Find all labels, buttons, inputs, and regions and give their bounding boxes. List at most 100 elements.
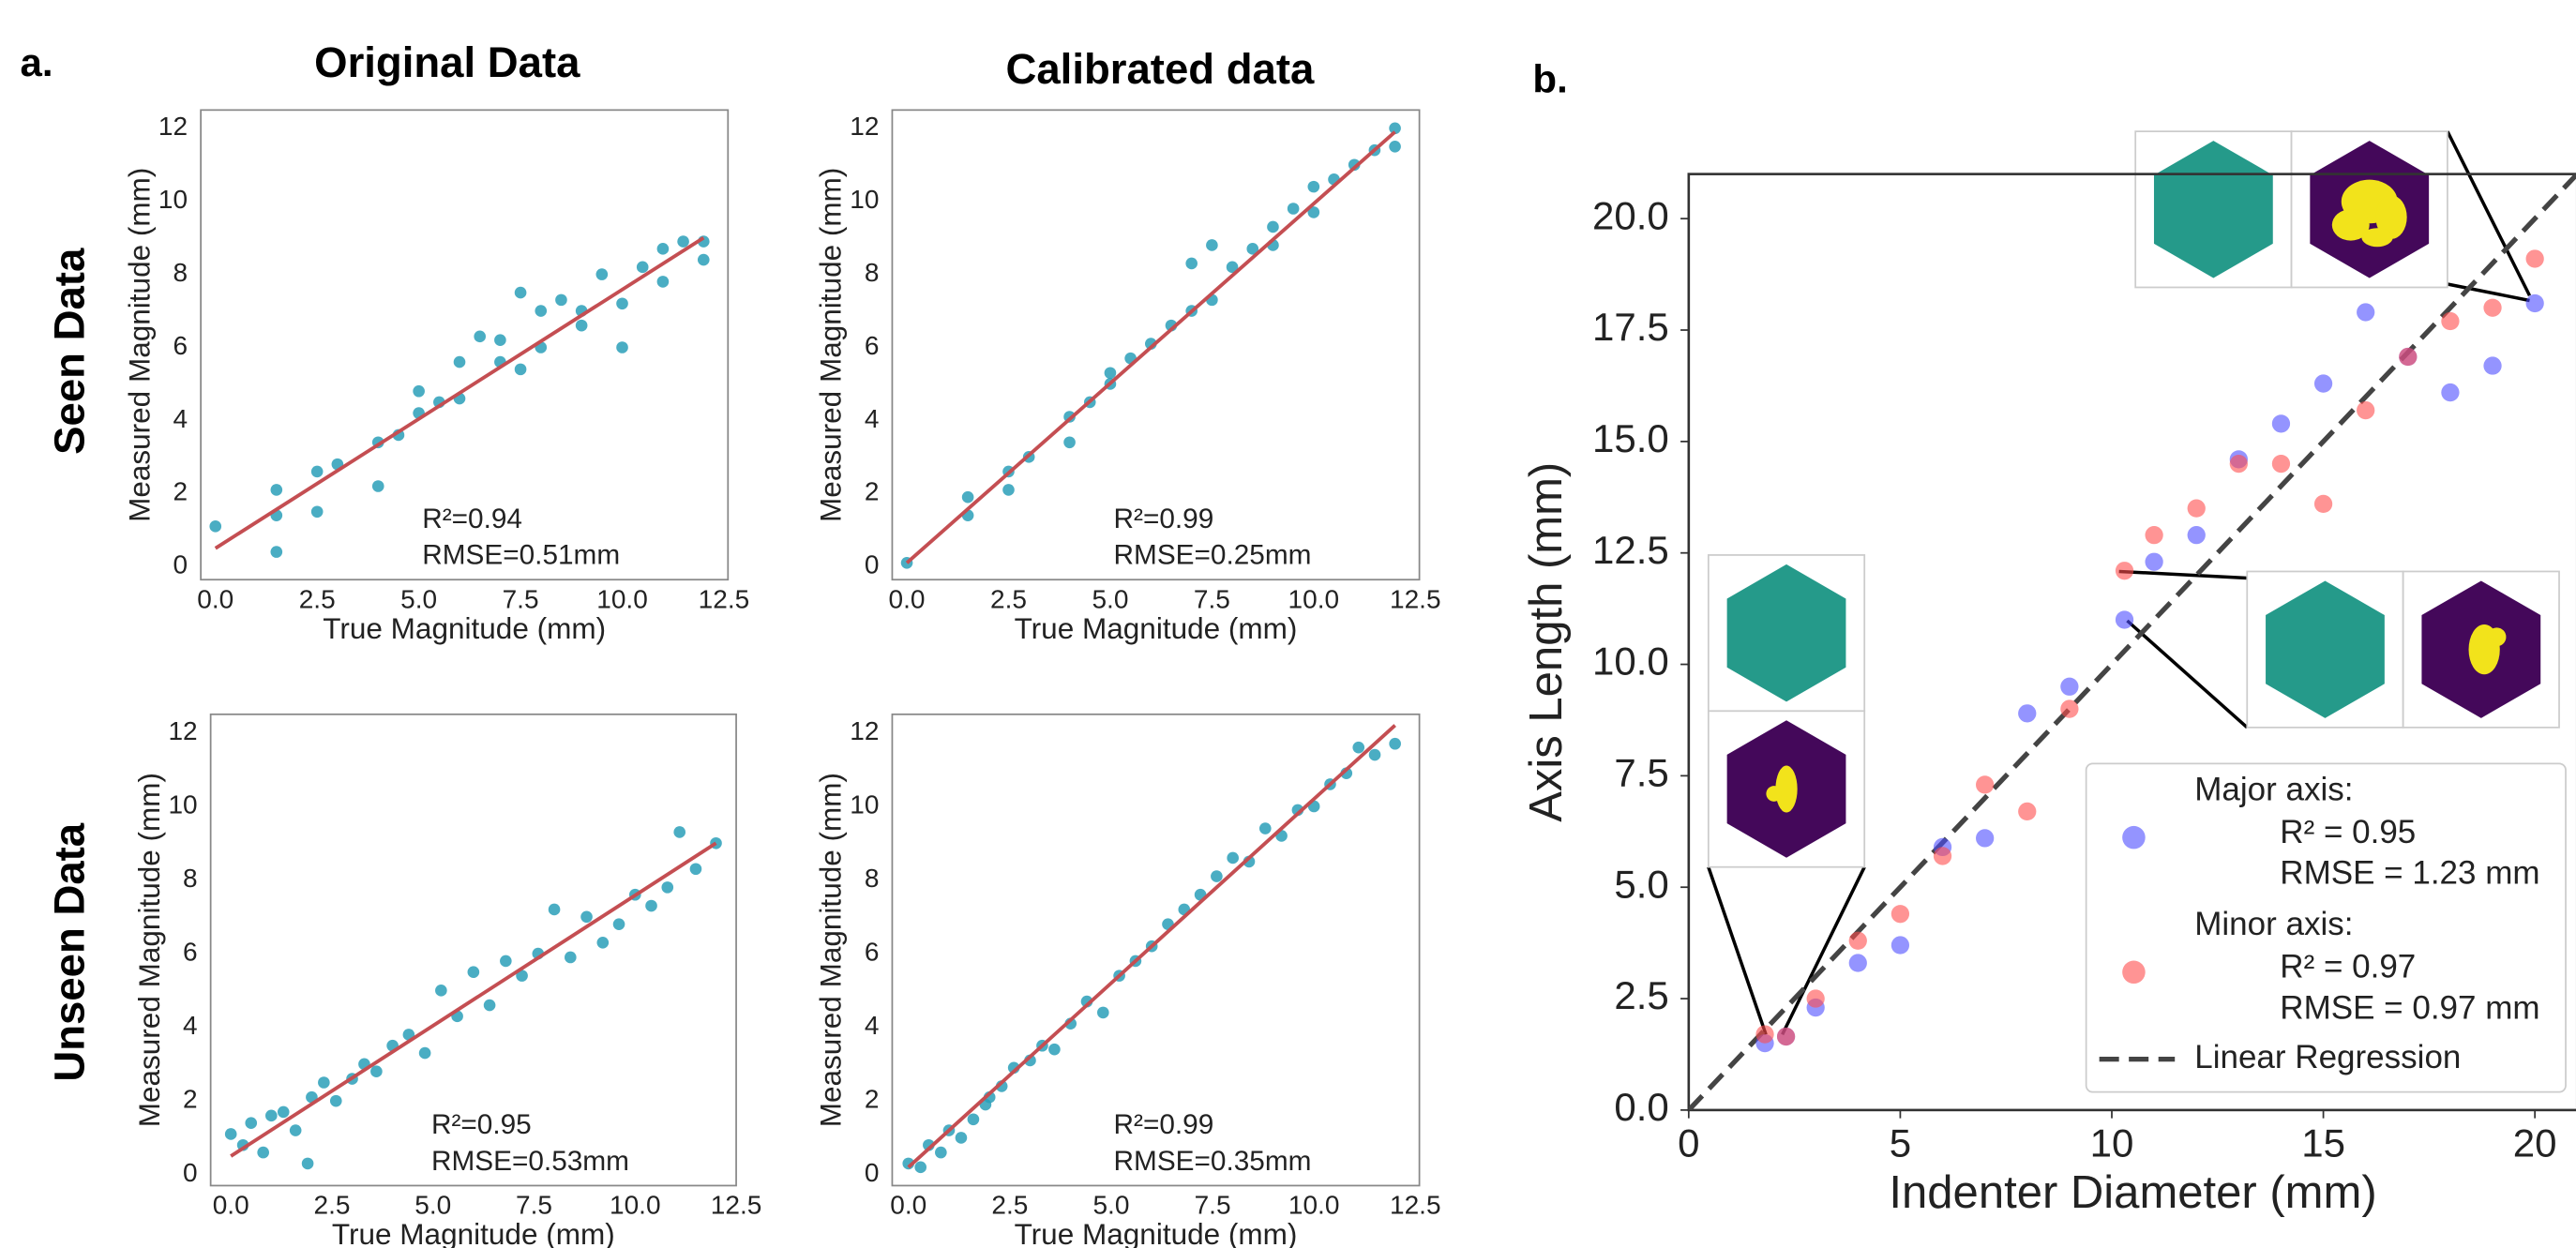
x-tick-label: 0.0: [889, 584, 926, 613]
data-point: [500, 955, 512, 968]
annotation: R²=0.99: [1114, 1109, 1214, 1140]
legend-stat: RMSE = 0.97 mm: [2280, 989, 2539, 1026]
y-axis-label: Measured Magnitude (mm): [814, 168, 848, 522]
data-point: [690, 863, 702, 875]
data-point: [278, 1106, 290, 1119]
data-point: [370, 1065, 383, 1077]
inset-blob: [2361, 228, 2392, 247]
data-point: [596, 268, 609, 280]
data-point: [2314, 495, 2332, 513]
y-tick-label: 12: [850, 716, 879, 745]
data-point: [484, 1000, 496, 1012]
x-tick-label: 15: [2301, 1121, 2345, 1165]
y-tick-label: 8: [865, 258, 880, 287]
data-point: [311, 466, 324, 478]
x-tick-label: 0.0: [890, 1191, 926, 1220]
data-point: [1206, 239, 1218, 251]
data-point: [935, 1147, 947, 1159]
data-point: [1934, 847, 1951, 865]
data-point: [1777, 1028, 1795, 1045]
inset-connector: [2127, 621, 2247, 728]
x-tick-label: 0.0: [213, 1191, 249, 1220]
y-tick-label: 6: [173, 331, 188, 360]
y-tick-label: 0: [173, 550, 188, 579]
data-point: [2526, 249, 2544, 267]
panel-label: a.: [20, 40, 53, 84]
x-tick-label: 5: [1890, 1121, 1911, 1165]
data-point: [1976, 775, 1994, 793]
x-tick-label: 7.5: [1195, 1191, 1231, 1220]
data-point: [1308, 181, 1320, 193]
x-tick-label: 10.0: [596, 584, 648, 613]
data-point: [2357, 401, 2374, 419]
data-point: [1891, 905, 1909, 923]
y-tick-label: 2: [183, 1085, 198, 1114]
data-point: [565, 952, 577, 964]
data-point: [330, 1095, 342, 1107]
data-point: [956, 1132, 968, 1144]
data-point: [2441, 383, 2459, 401]
data-point: [1267, 221, 1279, 233]
x-tick-label: 20: [2513, 1121, 2557, 1165]
x-tick-label: 10: [2090, 1121, 2134, 1165]
row-title: Unseen Data: [46, 822, 94, 1081]
data-point: [1976, 829, 1994, 847]
x-tick-label: 10.0: [610, 1191, 661, 1220]
data-point: [2483, 299, 2501, 317]
y-tick-label: 20.0: [1592, 193, 1669, 237]
data-point: [209, 520, 221, 533]
inset-blob: [1766, 786, 1782, 802]
y-tick-label: 0: [865, 550, 880, 579]
data-point: [914, 1162, 926, 1174]
x-tick-label: 12.5: [699, 584, 750, 613]
data-point: [698, 254, 710, 266]
x-axis-label: True Magnitude (mm): [1015, 1217, 1298, 1248]
data-point: [1849, 932, 1867, 950]
data-point: [435, 985, 447, 997]
plot-area: [902, 726, 1401, 1174]
data-point: [2060, 678, 2078, 696]
y-axis-label: Measured Magnitude (mm): [132, 773, 166, 1127]
data-point: [2116, 610, 2133, 628]
y-tick-label: 0: [865, 1158, 880, 1187]
inset-connector: [2448, 284, 2530, 301]
data-point: [2188, 526, 2206, 544]
data-point: [2272, 414, 2290, 432]
x-tick-label: 10.0: [1288, 1191, 1340, 1220]
data-point: [2272, 455, 2290, 473]
annotation: R²=0.95: [431, 1109, 532, 1140]
y-tick-label: 12: [850, 112, 879, 141]
data-point: [2483, 356, 2501, 374]
data-point: [535, 305, 547, 317]
y-tick-label: 8: [865, 864, 880, 893]
data-point: [1002, 484, 1015, 496]
data-point: [596, 937, 609, 949]
y-tick-label: 8: [183, 864, 198, 893]
data-point: [271, 484, 283, 496]
fit-line: [909, 726, 1395, 1167]
data-point: [1105, 367, 1117, 379]
data-point: [494, 334, 506, 346]
x-tick-label: 5.0: [1092, 584, 1128, 613]
y-tick-label: 2: [865, 477, 880, 506]
data-point: [1755, 1025, 1773, 1043]
y-tick-label: 4: [865, 404, 880, 433]
data-point: [515, 287, 527, 299]
data-point: [1849, 954, 1867, 971]
data-point: [576, 320, 588, 332]
data-point: [661, 881, 673, 894]
row-title: Seen Data: [46, 248, 94, 455]
data-point: [2314, 374, 2332, 392]
figure: a. Original Data Calibrated data b. Seen…: [0, 0, 2576, 1248]
data-point: [1369, 749, 1381, 761]
x-tick-label: 5.0: [400, 584, 437, 613]
y-tick-label: 8: [173, 258, 188, 287]
x-tick-label: 10.0: [1288, 584, 1340, 613]
x-tick-label: 0.0: [197, 584, 233, 613]
data-point: [302, 1158, 314, 1170]
data-point: [1227, 852, 1239, 865]
y-tick-label: 5.0: [1614, 862, 1668, 906]
y-tick-label: 12: [168, 716, 197, 745]
